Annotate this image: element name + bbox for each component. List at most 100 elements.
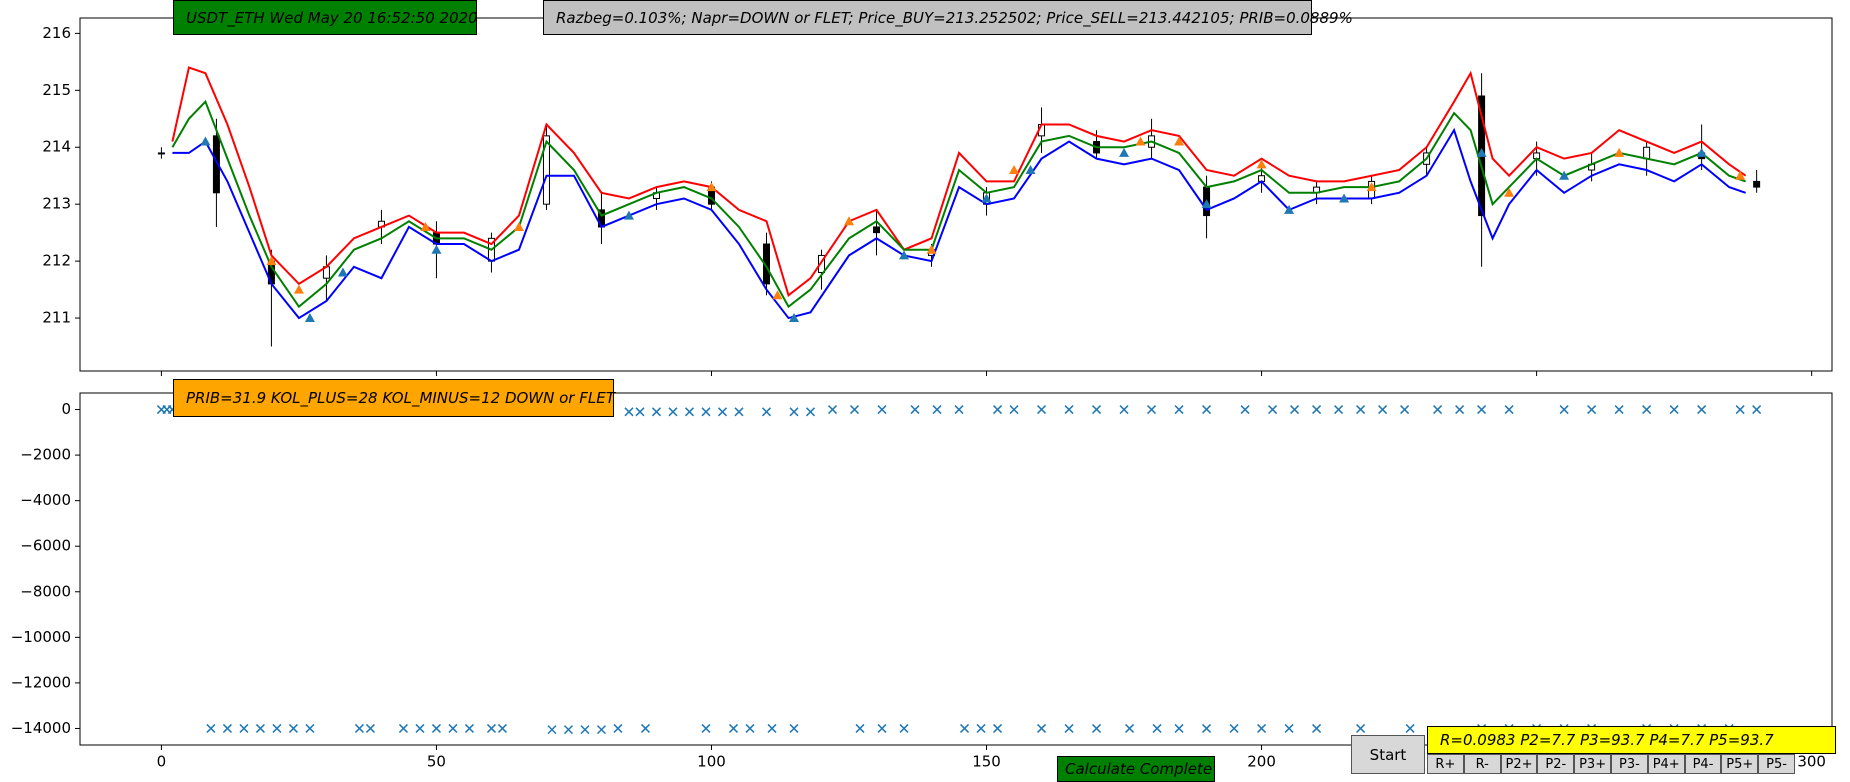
scatter-point [431, 723, 441, 733]
param-button[interactable]: P3+ [1574, 754, 1611, 774]
scatter-point [959, 723, 970, 733]
x-tick-label: 150 [972, 753, 1001, 771]
scatter-point [877, 405, 887, 415]
signal-marker [789, 313, 800, 323]
signal-marker [706, 182, 717, 192]
scatter-point [206, 723, 216, 733]
param-button[interactable]: P4- [1684, 754, 1722, 774]
signal-marker [1339, 193, 1350, 203]
scatter-point [354, 723, 364, 733]
scatter-point [993, 723, 1003, 733]
x-tick-label: 50 [427, 753, 446, 771]
y-tick-label: −6000 [20, 537, 71, 555]
scatter-point [717, 407, 728, 417]
scatter-point [547, 725, 557, 735]
scatter-point [1147, 405, 1157, 415]
scatter-point [1559, 405, 1569, 415]
candle-body [542, 135, 550, 205]
scatter-point [1477, 405, 1487, 415]
axes-frame [79, 392, 1833, 746]
scatter-point [1229, 723, 1239, 733]
x-tick-label: 0 [157, 753, 167, 771]
signal-marker [266, 256, 277, 266]
signal-marker [1174, 136, 1185, 146]
scatter-point [1290, 405, 1300, 415]
signal-marker [200, 136, 211, 146]
scatter-point [635, 407, 645, 417]
param-button[interactable]: R+ [1427, 754, 1464, 774]
scatter-point [993, 405, 1003, 415]
scatter-point [789, 723, 799, 733]
scatter-point [877, 723, 887, 733]
candle-body [157, 152, 165, 155]
stats-label: PRIB=31.9 KOL_PLUS=28 KOL_MINUS=12 DOWN … [173, 379, 615, 417]
param-button[interactable]: P2- [1537, 754, 1575, 774]
param-button[interactable]: P5- [1758, 754, 1795, 774]
scatter-point [239, 723, 249, 733]
scatter-point [1614, 405, 1624, 415]
start-button[interactable]: Start [1351, 735, 1425, 774]
y-tick-label: −10000 [11, 628, 71, 646]
scatter-point [849, 405, 860, 415]
signal-marker [304, 313, 315, 323]
scatter-point [1037, 723, 1047, 733]
scatter-point [1064, 405, 1074, 415]
scatter-point [701, 723, 711, 733]
scatter-point [563, 725, 574, 735]
scatter-point [464, 723, 474, 733]
scatter-point [305, 723, 315, 733]
scatter-point [222, 723, 232, 733]
scatter-point [1174, 723, 1184, 733]
scatter-point [745, 723, 755, 733]
signal-marker [899, 250, 910, 260]
signal-marker [293, 284, 304, 294]
scatter-point [448, 723, 458, 733]
signal-marker [623, 210, 634, 220]
param-button[interactable]: P5+ [1721, 754, 1759, 774]
signal-marker [1735, 170, 1746, 180]
y-tick-label: 0 [61, 400, 71, 418]
signal-marker [1201, 199, 1212, 209]
scatter-point [734, 407, 744, 417]
signal-marker [1366, 182, 1377, 192]
scatter-point [398, 723, 408, 733]
scatter-point [1735, 405, 1745, 415]
scatter-point [1697, 405, 1707, 415]
indicator-line [171, 99, 1746, 309]
scatter-point [976, 723, 986, 733]
param-button[interactable]: P3- [1611, 754, 1648, 774]
x-tick-label: 100 [697, 753, 726, 771]
scatter-point [1092, 723, 1102, 733]
status-label: Calculate Complete [1057, 756, 1215, 782]
scatter-point [668, 407, 678, 417]
scatter-point [1268, 405, 1278, 415]
scatter-point [805, 407, 816, 417]
signal-marker [1614, 147, 1625, 157]
scatter-point [365, 723, 375, 733]
y-tick-label: −12000 [11, 673, 71, 691]
candle-body [1643, 146, 1651, 160]
param-button[interactable]: P2+ [1500, 754, 1538, 774]
signal-marker [1476, 147, 1487, 157]
scatter-point [1092, 405, 1102, 415]
scatter-point [1174, 405, 1184, 415]
signal-marker [844, 216, 855, 226]
param-button[interactable]: R- [1463, 754, 1501, 774]
scatter-point [1312, 723, 1322, 733]
signal-marker [1256, 159, 1267, 169]
y-tick-label: 214 [42, 138, 71, 156]
scatter-point [651, 407, 662, 417]
y-tick-label: 213 [42, 195, 71, 213]
scatter-point [580, 725, 590, 735]
scatter-point [1257, 723, 1267, 733]
scatter-point [1152, 723, 1162, 733]
param-button[interactable]: P4+ [1647, 754, 1685, 774]
plot-area [157, 66, 1761, 347]
scatter-point [1125, 723, 1135, 733]
y-tick-label: −4000 [20, 491, 71, 509]
header-label: USDT_ETH Wed May 20 16:52:50 2020 [173, 0, 478, 35]
scatter-point [954, 405, 964, 415]
plot-area [156, 405, 1762, 735]
scatter-point [1504, 405, 1514, 415]
